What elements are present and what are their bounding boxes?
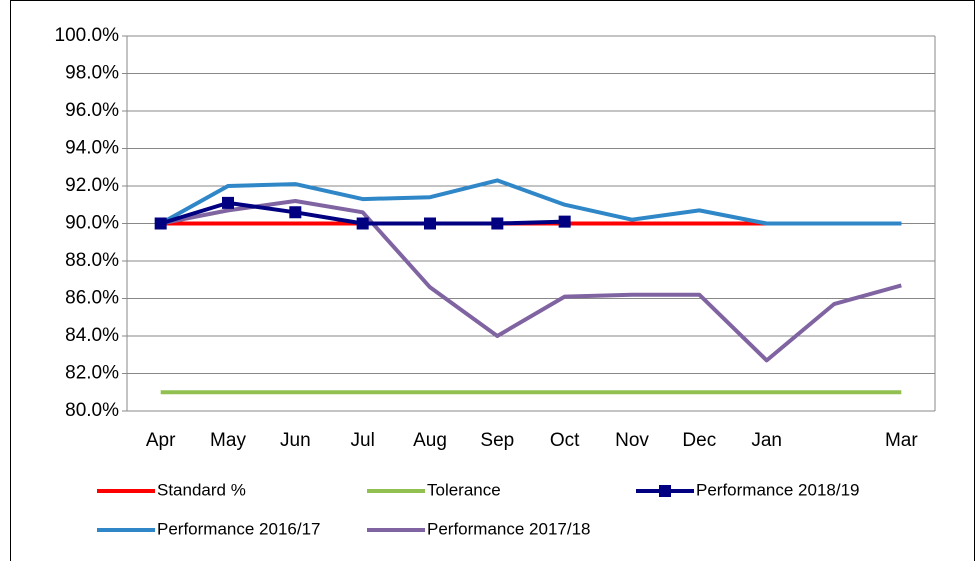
y-tick-label: 96.0% — [65, 100, 119, 121]
x-tick-label: Jul — [351, 430, 375, 451]
legend-label: Tolerance — [427, 480, 501, 499]
point-marker — [289, 206, 302, 219]
x-tick-label: Jan — [751, 430, 782, 451]
legend-marker — [659, 485, 671, 497]
chart-frame — [10, 0, 975, 561]
y-tick-label: 86.0% — [65, 288, 119, 309]
x-tick-label: Oct — [550, 430, 580, 451]
y-tick-label: 84.0% — [65, 325, 119, 346]
x-tick-label: Mar — [885, 430, 918, 451]
point-marker — [154, 217, 167, 230]
legend-label: Performance 2018/19 — [696, 480, 860, 499]
y-tick-label: 82.0% — [65, 363, 119, 384]
y-tick-label: 88.0% — [65, 250, 119, 271]
point-marker — [424, 217, 436, 230]
y-tick-label: 90.0% — [65, 213, 119, 234]
y-tick-label: 92.0% — [65, 175, 119, 196]
legend-label: Performance 2016/17 — [157, 519, 321, 538]
legend-label: Standard % — [157, 480, 246, 499]
x-tick-label: Sep — [480, 430, 514, 451]
y-tick-label: 94.0% — [65, 138, 119, 159]
x-tick-label: Nov — [615, 430, 649, 451]
x-tick-label: Jun — [280, 430, 311, 451]
x-tick-label: Apr — [146, 430, 176, 451]
x-tick-label: Aug — [413, 430, 447, 451]
series-line — [159, 178, 902, 226]
point-marker — [356, 217, 369, 230]
legend-label: Performance 2017/18 — [427, 519, 591, 538]
y-tick-label: 100.0% — [55, 25, 120, 46]
y-tick-label: 98.0% — [65, 63, 119, 84]
point-marker — [222, 196, 234, 209]
series-line — [160, 199, 902, 363]
y-tick-label: 80.0% — [65, 400, 119, 421]
point-marker — [558, 215, 571, 228]
x-tick-label: May — [210, 430, 246, 451]
point-marker — [491, 217, 504, 230]
x-tick-label: Dec — [682, 430, 716, 451]
